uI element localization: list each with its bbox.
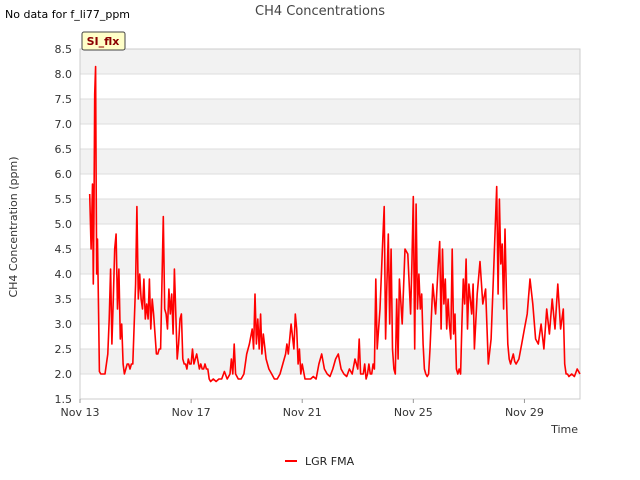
plot-band xyxy=(80,149,580,174)
plot-band xyxy=(80,99,580,124)
y-tick-label: 8.5 xyxy=(55,43,73,56)
y-tick-label: 5.0 xyxy=(55,218,73,231)
y-tick-label: 6.0 xyxy=(55,168,73,181)
y-tick-label: 4.0 xyxy=(55,268,73,281)
plot-band xyxy=(80,324,580,349)
y-tick-label: 5.5 xyxy=(55,193,73,206)
y-tick-label: 7.0 xyxy=(55,118,73,131)
plot-band xyxy=(80,374,580,399)
plot-band xyxy=(80,49,580,74)
plot-band xyxy=(80,199,580,224)
x-axis: Nov 13 Nov 17 Nov 21 Nov 25 Nov 29 xyxy=(61,399,544,419)
y-tick-label: 6.5 xyxy=(55,143,73,156)
plot-band xyxy=(80,174,580,199)
x-tick-label: Nov 29 xyxy=(505,406,544,419)
legend[interactable]: LGR FMA xyxy=(285,455,355,468)
no-data-note: No data for f_li77_ppm xyxy=(5,8,130,21)
y-tick-label: 4.5 xyxy=(55,243,73,256)
x-tick-label: Nov 25 xyxy=(394,406,433,419)
badge-label: SI_flx xyxy=(87,35,120,48)
y-axis: 1.5 2.0 2.5 3.0 3.5 4.0 4.5 5.0 5.5 6.0 6.5 7.0 7.5 8… xyxy=(55,43,73,406)
x-tick-label: Nov 17 xyxy=(172,406,211,419)
plot-band xyxy=(80,274,580,299)
x-tick-label: Nov 21 xyxy=(283,406,322,419)
badge-box xyxy=(81,31,126,51)
y-tick-label: 3.5 xyxy=(55,293,73,306)
y-tick-label: 2.0 xyxy=(55,368,73,381)
y-tick-label: 3.0 xyxy=(55,318,73,331)
plot-band xyxy=(80,349,580,374)
y-tick-label: 8.0 xyxy=(55,68,73,81)
x-axis-title: Time xyxy=(550,423,578,436)
x-tick-label: Nov 13 xyxy=(61,406,100,419)
chart-title: CH4 Concentrations xyxy=(255,4,385,19)
y-tick-label: 1.5 xyxy=(55,393,73,406)
plot-frame xyxy=(79,48,581,400)
series-group xyxy=(88,65,581,383)
legend-label: LGR FMA xyxy=(305,455,355,468)
y-tick-label: 2.5 xyxy=(55,343,73,356)
series-line-lgr-fma xyxy=(88,65,581,383)
y-axis-title: CH4 Concentration (ppm) xyxy=(7,156,20,297)
plot-band xyxy=(80,299,580,324)
si-flx-badge[interactable]: SI_flx xyxy=(81,31,126,51)
plot-band xyxy=(80,74,580,99)
plot-bands xyxy=(80,48,580,400)
plot-band xyxy=(80,124,580,149)
y-tick-label: 7.5 xyxy=(55,93,73,106)
